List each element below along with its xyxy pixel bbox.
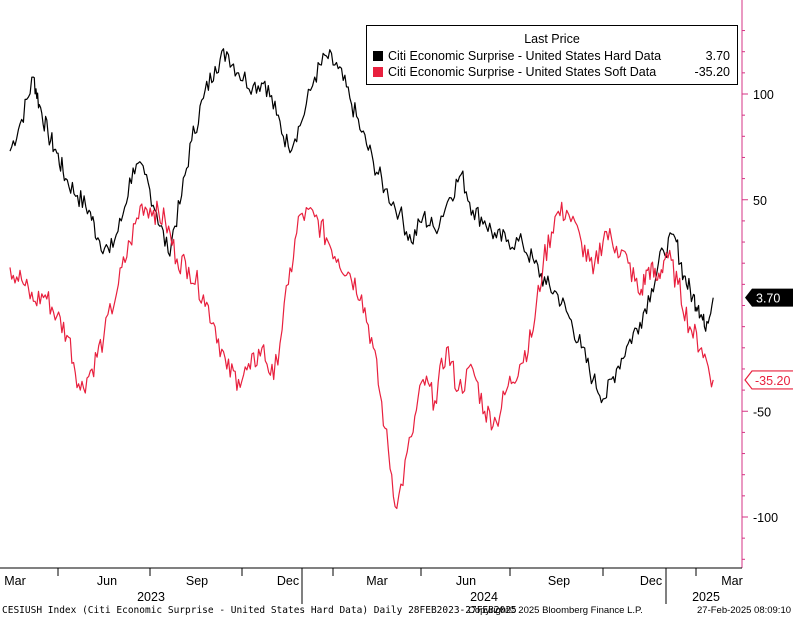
x-tick-label-4: Mar [366,574,388,588]
y-tick-label-3: -100 [753,511,778,525]
footer-timestamp: 27-Feb-2025 08:09:10 [697,605,792,616]
legend-title: Last Price [524,32,580,46]
legend-value-soft-data: -35.20 [694,65,730,79]
legend-item-soft-data: Citi Economic Surprise - United States S… [367,64,737,80]
x-tick-label-1: Jun [97,574,117,588]
y-tick-label-0: 100 [753,88,774,102]
last-value-label-hard-data: 3.70 [756,292,780,306]
x-tick-label-5: Jun [456,574,476,588]
y-tick-label-2: -50 [753,405,771,419]
legend-value-hard-data: 3.70 [705,49,730,63]
last-value-tag-hard-data [745,288,793,307]
x-year-label-1: 2024 [470,590,498,604]
x-tick-label-0: Mar [4,574,26,588]
series-line-soft-data [9,200,714,510]
legend-label-hard-data: Citi Economic Surprise - United States H… [388,49,662,63]
footer-copyright: Copyright© 2025 Bloomberg Finance L.P. [468,605,643,616]
legend-item-hard-data: Citi Economic Surprise - United States H… [367,48,737,64]
series-line-hard-data [9,48,714,404]
x-year-label-0: 2023 [137,590,165,604]
x-tick-label-3: Dec [277,574,299,588]
x-tick-label-2: Sep [186,574,208,588]
legend-swatch-soft-data [373,67,383,77]
legend-label-soft-data: Citi Economic Surprise - United States S… [388,65,657,79]
last-value-label-soft-data: -35.20 [755,374,790,388]
y-tick-label-1: 50 [753,194,767,208]
x-year-label-2: 2025 [692,590,720,604]
x-tick-label-7: Dec [640,574,662,588]
x-tick-label-6: Sep [548,574,570,588]
footer-ticker: CESIUSH Index (Citi Economic Surprise - … [2,605,517,616]
legend: Last Price Citi Economic Surprise - Unit… [366,25,738,85]
x-tick-label-8: Mar [721,574,743,588]
last-value-tag-soft-data [744,370,793,390]
legend-swatch-hard-data [373,51,383,61]
